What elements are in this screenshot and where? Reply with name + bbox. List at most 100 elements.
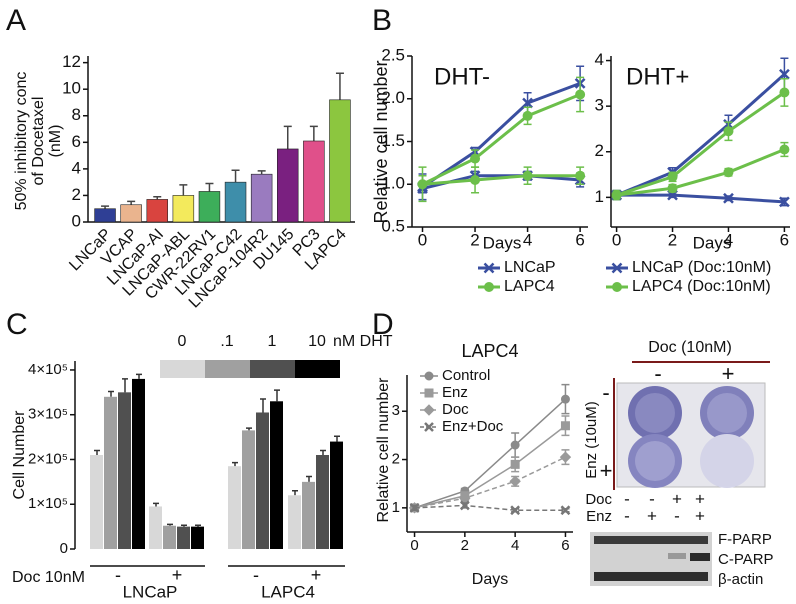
row-label: Doc 10nM bbox=[12, 569, 85, 586]
bar bbox=[90, 455, 103, 549]
marker bbox=[779, 196, 790, 208]
y-tick-label: 4×10⁵ bbox=[28, 361, 68, 378]
well bbox=[700, 434, 754, 488]
well bbox=[707, 393, 747, 433]
x-tick-label: 0 bbox=[410, 537, 418, 554]
series-line bbox=[414, 425, 566, 509]
x-tick-label: 4 bbox=[724, 230, 733, 249]
bar bbox=[330, 441, 343, 549]
error-bar bbox=[101, 205, 110, 209]
bar bbox=[94, 208, 116, 223]
legend-label: Doc bbox=[442, 401, 469, 418]
y-tick-label: 1.5 bbox=[381, 131, 405, 150]
legend-marker bbox=[611, 282, 623, 292]
error-bar bbox=[292, 490, 298, 496]
marker bbox=[779, 144, 790, 155]
legend-marker bbox=[423, 404, 435, 416]
bar bbox=[316, 455, 329, 549]
blot-sign: - bbox=[624, 489, 630, 508]
marker bbox=[510, 459, 520, 469]
marker bbox=[723, 126, 734, 137]
chart-title: DHT- bbox=[434, 63, 490, 90]
y-tick-label: 2 bbox=[392, 451, 400, 468]
series-line bbox=[616, 73, 786, 197]
marker bbox=[611, 190, 622, 201]
marker bbox=[560, 421, 570, 431]
marker bbox=[575, 89, 586, 100]
chart-title: DHT+ bbox=[626, 63, 689, 90]
marker bbox=[723, 167, 734, 178]
y-axis-label: 50% inhibitory conc bbox=[13, 72, 30, 211]
doc-sign: + bbox=[172, 565, 183, 585]
y-tick-label: 1.0 bbox=[381, 174, 405, 193]
error-bar bbox=[309, 125, 318, 141]
y-tick-label: 1 bbox=[595, 187, 604, 206]
marker bbox=[522, 170, 533, 181]
error-bar bbox=[260, 398, 266, 413]
marker bbox=[459, 500, 470, 511]
marker bbox=[510, 440, 520, 450]
bar bbox=[198, 191, 221, 223]
error-bar bbox=[179, 184, 188, 196]
blot-sign: - bbox=[649, 489, 655, 508]
bar bbox=[132, 378, 145, 549]
legend-label: Control bbox=[442, 367, 490, 384]
cell-line: LAPC4 bbox=[261, 582, 315, 601]
marker bbox=[510, 505, 521, 516]
x-tick-label: 2 bbox=[461, 537, 469, 554]
error-bar bbox=[232, 461, 238, 467]
legend-label: Enz bbox=[442, 384, 468, 401]
y-tick-label: 1 bbox=[392, 499, 400, 516]
legend-swatch bbox=[295, 360, 340, 378]
marker bbox=[575, 170, 586, 181]
marker bbox=[559, 451, 572, 463]
series-line bbox=[421, 81, 581, 189]
plate-row: - bbox=[602, 380, 609, 405]
y-tick-label: 3 bbox=[595, 96, 604, 115]
doc-sign: + bbox=[311, 565, 322, 585]
marker bbox=[522, 110, 533, 121]
error-bar bbox=[136, 373, 142, 379]
chart-title: LAPC4 bbox=[461, 341, 518, 361]
marker bbox=[667, 183, 678, 194]
y-tick-label: 3 bbox=[392, 402, 400, 419]
band-label: C-PARP bbox=[718, 551, 774, 568]
marker bbox=[509, 475, 521, 487]
error-bar bbox=[108, 390, 114, 397]
legend-marker bbox=[424, 388, 434, 398]
plate-row-title: Enz (10uM) bbox=[583, 401, 600, 479]
bar bbox=[104, 396, 117, 549]
band bbox=[594, 536, 708, 544]
error-bar bbox=[283, 125, 292, 149]
legend-label: 10 bbox=[308, 333, 326, 350]
marker bbox=[409, 502, 420, 513]
bar bbox=[256, 412, 269, 549]
plate-col: - bbox=[654, 361, 661, 386]
marker bbox=[667, 171, 678, 182]
blot-sign: + bbox=[695, 506, 705, 525]
bar bbox=[302, 481, 315, 549]
error-bar bbox=[231, 169, 240, 183]
x-tick-label: 2 bbox=[668, 230, 677, 249]
panel-label: B bbox=[372, 4, 392, 37]
series-line bbox=[616, 193, 785, 204]
y-tick-label: 8 bbox=[72, 105, 81, 124]
plate-row: + bbox=[600, 458, 613, 483]
y-axis-label: of Docetaxel bbox=[30, 97, 47, 186]
error-bar bbox=[320, 449, 326, 455]
error-bar bbox=[246, 427, 252, 431]
cell-line: LNCaP bbox=[123, 582, 178, 601]
marker bbox=[470, 153, 481, 164]
y-axis-label: Relative cell number bbox=[375, 377, 392, 523]
y-tick-label: 4 bbox=[595, 50, 604, 69]
bar bbox=[228, 466, 241, 549]
legend-label: Enz+Doc bbox=[442, 418, 504, 435]
marker bbox=[723, 192, 734, 204]
blot-sign: - bbox=[674, 506, 680, 525]
legend-swatch bbox=[205, 360, 250, 378]
error-bar bbox=[334, 435, 340, 442]
error-bar bbox=[274, 389, 280, 402]
bar bbox=[242, 430, 255, 549]
x-tick-label: 6 bbox=[575, 230, 584, 249]
bar bbox=[146, 199, 168, 223]
